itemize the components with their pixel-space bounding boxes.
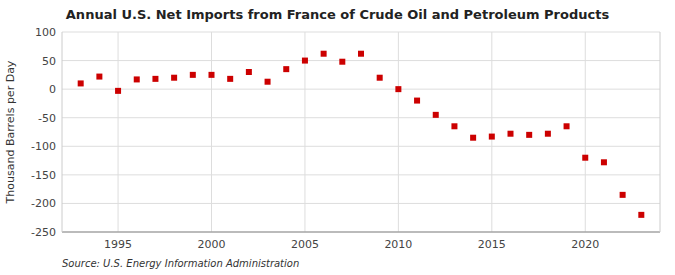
x-tick-label: 1995 [104, 238, 132, 251]
point [620, 192, 626, 198]
x-tick-label: 2015 [478, 238, 506, 251]
point [283, 66, 289, 72]
y-tick-label: -100 [31, 140, 56, 153]
y-tick-label: 50 [42, 55, 56, 68]
y-tick-label: -250 [31, 226, 56, 239]
x-grid-line [118, 32, 119, 232]
y-grid-line [62, 117, 660, 118]
point [526, 132, 532, 138]
point [433, 112, 439, 118]
x-tick-label: 2020 [571, 238, 599, 251]
x-tick-label: 2000 [198, 238, 226, 251]
source-note: Source: U.S. Energy Information Administ… [62, 258, 299, 269]
point [209, 72, 215, 78]
y-axis-line [62, 32, 63, 232]
point [134, 76, 140, 82]
point [302, 58, 308, 64]
chart-container: -250 -200 -150 -100 -50 0 50 100 1995 2000 2005 201… [0, 0, 675, 275]
y-tick-label: -50 [38, 112, 56, 125]
y-grid-line [62, 32, 660, 33]
point [545, 131, 551, 137]
point [265, 79, 271, 85]
points [78, 51, 645, 218]
x-grid-line [585, 32, 586, 232]
y-grid-line [62, 146, 660, 147]
point [152, 76, 158, 82]
point [190, 72, 196, 78]
y-grid-line [62, 60, 660, 61]
y-tick-label: -200 [31, 197, 56, 210]
point [601, 159, 607, 165]
chart-svg: -250 -200 -150 -100 -50 0 50 100 1995 2000 2005 201… [0, 0, 675, 275]
point [358, 51, 364, 57]
axes: -250 -200 -150 -100 -50 0 50 100 1995 2000 2005 201… [31, 26, 660, 251]
point [377, 75, 383, 81]
y-grid-line [62, 232, 660, 233]
point [470, 135, 476, 141]
point [638, 212, 644, 218]
y-tick-label: 0 [49, 83, 56, 96]
point [451, 123, 457, 129]
point [414, 98, 420, 104]
x-tick-label: 2005 [291, 238, 319, 251]
x-grid-line [211, 32, 212, 232]
y-grid-line [62, 174, 660, 175]
y-tick-label: -150 [31, 169, 56, 182]
x-grid-line [398, 32, 399, 232]
y-grid-line [62, 89, 660, 90]
grid [62, 32, 660, 232]
point [227, 76, 233, 82]
y-axis-label: Thousand Barrels per Day [4, 60, 17, 204]
x-tick-label: 2010 [384, 238, 412, 251]
point [96, 74, 102, 80]
point [339, 59, 345, 65]
x-axis-line [62, 232, 660, 233]
y-grid-line [62, 203, 660, 204]
point [171, 75, 177, 81]
point [246, 69, 252, 75]
point [564, 123, 570, 129]
point [582, 155, 588, 161]
point [78, 80, 84, 86]
point [489, 134, 495, 140]
title: Annual U.S. Net Imports from France of C… [66, 7, 610, 22]
x-grid-line [491, 32, 492, 232]
point [508, 131, 514, 137]
plot-frame-right [660, 32, 661, 232]
point [321, 51, 327, 57]
point [115, 88, 121, 94]
point [395, 86, 401, 92]
y-tick-label: 100 [35, 26, 56, 39]
